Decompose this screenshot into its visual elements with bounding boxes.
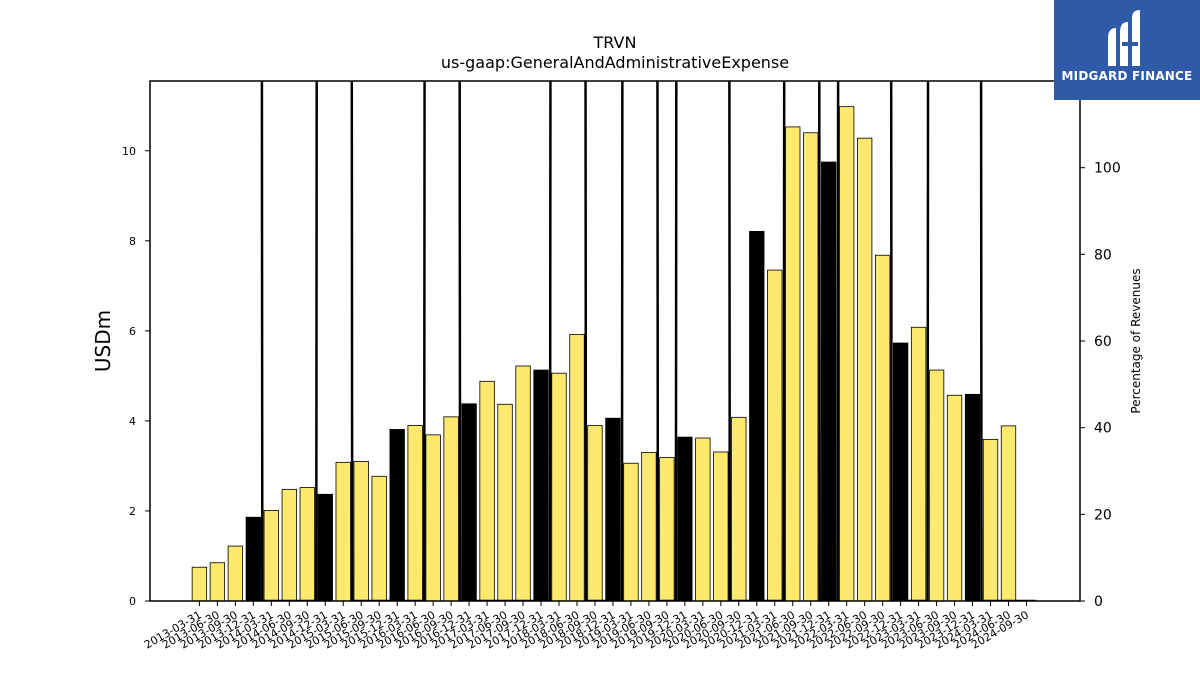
bar	[821, 161, 837, 602]
left-axis: 0 2 4 6 8 10	[122, 145, 150, 608]
bar	[245, 516, 261, 602]
bar	[569, 334, 585, 602]
y-axis-label: USDm	[91, 310, 115, 372]
x-axis: 2013-03-312013-06-302013-09-302013-12-31…	[142, 601, 1031, 652]
bar	[641, 452, 657, 602]
logo-text: MIDGARD FINANCE	[1061, 69, 1193, 83]
chart-subtitle: us-gaap:GeneralAndAdministrativeExpense	[441, 53, 789, 72]
bar	[371, 475, 387, 602]
bar	[928, 369, 945, 602]
bar	[677, 436, 693, 602]
y2-tick-label: 0	[1094, 594, 1103, 610]
bar	[623, 462, 639, 602]
bar	[209, 562, 226, 602]
bar	[946, 394, 963, 602]
bar	[605, 417, 621, 602]
bar	[281, 488, 297, 602]
bar	[407, 425, 423, 602]
bar	[551, 372, 567, 602]
y-tick-label: 4	[129, 415, 136, 428]
y2-tick-label: 100	[1094, 161, 1121, 177]
bar	[803, 132, 819, 602]
bar	[461, 403, 477, 602]
bar	[785, 126, 801, 602]
y-tick-label: 8	[129, 235, 136, 248]
bar	[713, 451, 729, 602]
bar	[659, 456, 675, 602]
bar	[353, 461, 369, 602]
bar	[425, 434, 441, 602]
bar	[857, 137, 873, 602]
y2-tick-label: 80	[1094, 247, 1112, 263]
midgard-logo-icon	[1108, 10, 1140, 66]
bar	[389, 429, 405, 602]
y2-axis-label: Percentage of Revenues	[1129, 268, 1143, 413]
y-tick-label: 2	[129, 505, 136, 518]
bar	[587, 425, 603, 602]
y2-tick-label: 40	[1094, 421, 1112, 437]
bar	[910, 326, 927, 602]
bar	[892, 342, 909, 602]
bar	[731, 416, 747, 602]
bar	[335, 461, 351, 602]
bar	[191, 566, 208, 602]
bar	[1000, 425, 1017, 602]
bar	[695, 437, 711, 602]
bar	[299, 487, 315, 602]
bar	[533, 369, 549, 602]
bar	[515, 365, 531, 602]
chart-title: TRVN	[593, 33, 637, 52]
y-tick-label: 10	[122, 145, 136, 158]
bar	[263, 510, 279, 602]
bar	[497, 403, 513, 602]
bar	[964, 393, 981, 602]
bar	[227, 545, 244, 602]
bar	[982, 438, 999, 602]
bar	[317, 493, 333, 602]
bar	[767, 269, 783, 602]
y-tick-label: 6	[129, 325, 136, 338]
bar	[479, 380, 495, 602]
bar	[874, 254, 891, 602]
y2-tick-label: 20	[1094, 507, 1112, 523]
right-axis: 0 20 40 60 80 100	[1080, 161, 1121, 610]
y2-tick-label: 60	[1094, 334, 1112, 350]
bar	[749, 230, 765, 602]
bar	[839, 106, 855, 602]
bar	[443, 416, 459, 602]
brand-logo: MIDGARD FINANCE	[1054, 0, 1200, 100]
y-tick-label: 0	[129, 595, 136, 608]
